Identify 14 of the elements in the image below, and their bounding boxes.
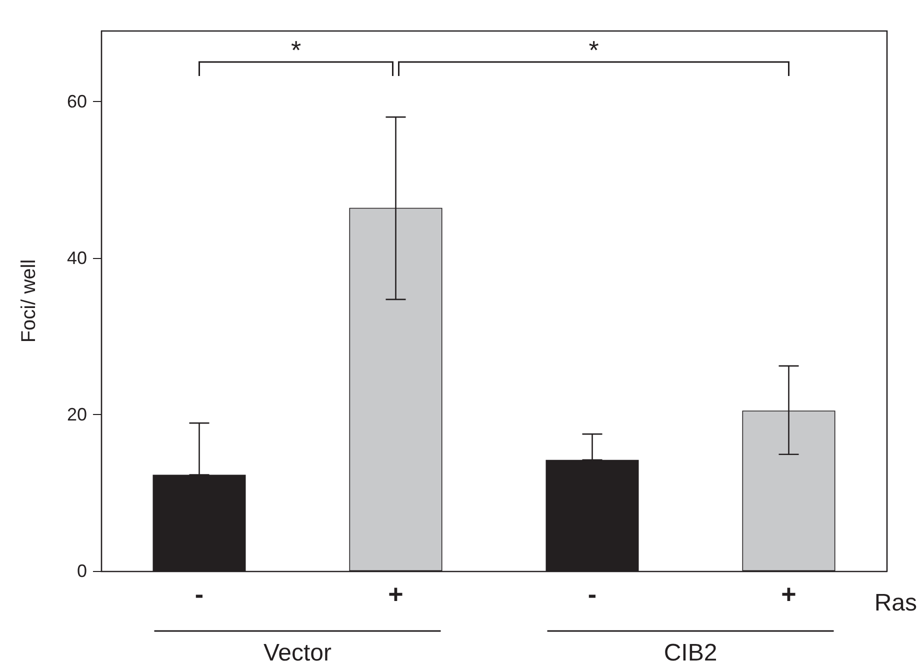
text: Vector [263, 640, 332, 666]
y-axis-title: Foci/ well [18, 259, 40, 343]
text: Ras [874, 590, 917, 616]
y-tick-label: 20 [66, 404, 87, 424]
x-tick-label: - [194, 579, 204, 609]
annotation: * [588, 35, 599, 65]
text: CIB2 [664, 640, 718, 666]
x-tick-label: + [388, 579, 404, 609]
annotation: * [290, 35, 302, 65]
y-tick-label: 60 [66, 91, 87, 112]
y-tick-label: 0 [76, 561, 87, 581]
x-tick-label: + [781, 579, 796, 609]
y-tick-label: 40 [66, 248, 87, 268]
x-tick-label: - [588, 579, 597, 609]
